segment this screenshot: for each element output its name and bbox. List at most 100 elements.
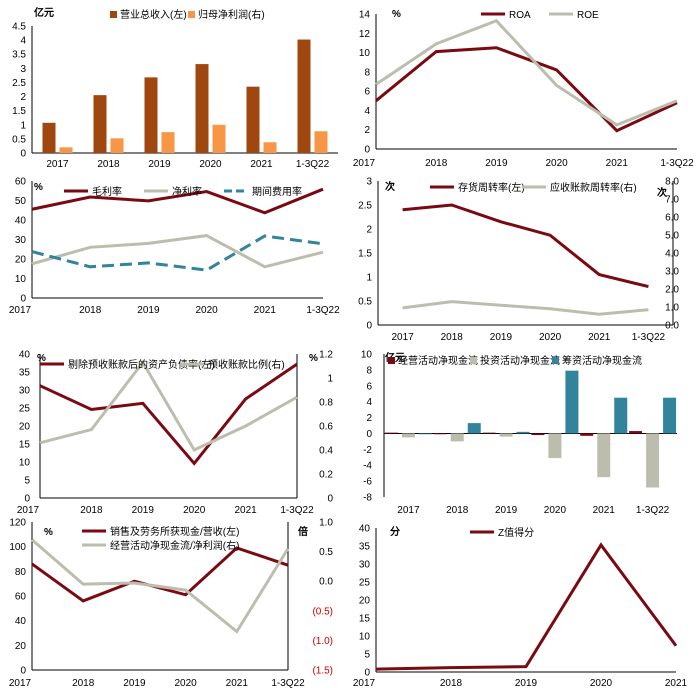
y-tick-label: 0	[20, 666, 26, 677]
y-tick-label: 6	[366, 381, 372, 392]
y-tick-label-right: 1.0	[665, 303, 679, 314]
bar-投资活动净现金流	[646, 433, 660, 488]
y-tick-label-right: 0	[327, 494, 333, 505]
x-tick-label: 2019	[515, 678, 538, 689]
legend-label: 投资活动净现金流	[480, 354, 560, 367]
x-tick-label: 2018	[72, 678, 95, 689]
unit-label-right: 倍	[298, 525, 308, 538]
line-ROA	[375, 46, 678, 133]
line-应收账款周转率(右)	[402, 300, 649, 316]
y-tick-label: 0	[364, 145, 370, 156]
bar-归母净利润(右)	[161, 132, 175, 153]
y-tick-label: 4	[364, 106, 370, 117]
y-tick-label: 0	[366, 321, 372, 332]
chart-revenue_profit: 0 0.5 1 1.5 2 2.5 3 3.5 4 4.5 2017 2018 2019 2020 2021…	[12, 6, 338, 170]
y-tick-label-right: 0.8	[319, 398, 333, 409]
x-tick-label: 1-3Q22	[660, 158, 694, 169]
y-tick-label-right: 0.6	[319, 422, 333, 433]
line-经营活动净现金流/净利润(右)	[31, 538, 290, 634]
x-tick-label: 2018	[440, 678, 463, 689]
unit-label: 亿元	[34, 6, 54, 19]
bar-营业总收入(左)	[42, 122, 56, 153]
x-tick-label: 2020	[183, 505, 206, 516]
y-tick-label: 40	[15, 216, 27, 227]
y-tick-label: -4	[363, 461, 372, 472]
x-tick-label: 2021	[588, 332, 611, 343]
chart-roa_roe: 0 2 4 6 8 10 12 14 2017 2018 2019 2020 2021 1-3Q22% RO…	[353, 9, 694, 169]
line-毛利率	[31, 187, 324, 215]
x-tick-label: 2017	[397, 505, 420, 516]
y-tick-label: 40	[19, 350, 31, 361]
bar-投资活动净现金流	[597, 433, 611, 478]
x-tick-label: 2020	[590, 678, 613, 689]
y-tick-label-right: (1.5)	[312, 666, 333, 677]
x-tick-label: 2019	[132, 505, 155, 516]
x-tick-label: 1-3Q22	[306, 305, 340, 316]
y-tick-label: 2.5	[12, 78, 26, 89]
y-tick-label: 15	[359, 614, 371, 625]
legend-label: Z值得分	[498, 526, 534, 539]
x-tick-label: 2017	[9, 305, 32, 316]
x-tick-label: 2021	[606, 158, 629, 169]
y-tick-label: 40	[359, 524, 371, 535]
y-tick-label: 5	[24, 476, 30, 487]
y-tick-label-right: 4.0	[665, 249, 679, 260]
x-tick-label: 2019	[485, 158, 508, 169]
y-tick-label: 0	[20, 149, 26, 160]
y-tick-label: 30	[359, 560, 371, 571]
x-tick-label: 2020	[539, 332, 562, 343]
x-tick-label: 2021	[234, 505, 257, 516]
bar-投资活动净现金流	[401, 433, 415, 438]
y-tick-label: 12	[359, 29, 371, 40]
legend-label: 销售及劳务所获现金/营收(左)	[110, 525, 239, 538]
y-tick-label: 4	[366, 397, 372, 408]
x-tick-label: 1-3Q22	[271, 678, 305, 689]
legend-label: 经营活动净现金流/净利润(右)	[110, 539, 239, 552]
legend-label: 营业总收入(左)	[120, 8, 187, 21]
legend-label: 期间费用率	[252, 185, 302, 198]
bar-营业总收入(左)	[144, 77, 158, 153]
x-tick-label: 2020	[544, 505, 567, 516]
y-tick-label: 0	[20, 294, 26, 305]
y-tick-label: 10	[19, 458, 31, 469]
legend-label: 净利率	[172, 185, 202, 198]
x-tick-label: 2019	[490, 332, 513, 343]
y-tick-label: 25	[359, 578, 371, 589]
x-tick-label: 2020	[195, 305, 218, 316]
bar-筹资活动净现金流	[663, 397, 677, 434]
y-tick-label: 1.5	[12, 106, 26, 117]
legend-swatch	[552, 357, 559, 364]
y-tick-label: 5	[364, 650, 370, 661]
y-tick-label: 15	[19, 440, 31, 451]
y-tick-label: 3.5	[12, 50, 26, 61]
y-tick-label: 8	[364, 67, 370, 78]
unit-label: %	[34, 182, 43, 193]
legend-label: 筹资活动净现金流	[562, 354, 642, 367]
x-tick-label: 2020	[174, 678, 197, 689]
y-tick-label: 50	[15, 196, 27, 207]
x-tick-label: 2018	[425, 158, 448, 169]
y-tick-label: 10	[359, 48, 371, 59]
y-tick-label-right: 1.0	[319, 518, 333, 529]
chart-margins: 0 10 20 30 40 50 60 2017 2018 2019 2020 2021 1-3Q22%…	[9, 177, 340, 317]
y-tick-label-right: 1	[327, 374, 333, 385]
bar-投资活动净现金流	[499, 433, 513, 437]
bar-经营活动净现金流	[482, 432, 496, 434]
bar-归母净利润(右)	[59, 147, 73, 153]
x-tick-label: 2021	[593, 505, 616, 516]
y-tick-label: 4.5	[12, 22, 26, 33]
y-tick-label-right: 0.2	[319, 470, 333, 481]
legend-label: 预收账款比例(右)	[208, 358, 285, 371]
bar-经营活动净现金流	[384, 432, 398, 434]
y-tick-label: 0	[366, 429, 372, 440]
y-tick-label: 100	[9, 542, 26, 553]
legend-label: 经营活动净现金流	[398, 354, 478, 367]
x-tick-label: 2019	[123, 678, 146, 689]
x-tick-label: 2017	[391, 332, 414, 343]
line-预收账款比例(右)	[39, 359, 298, 452]
bar-归母净利润(右)	[110, 138, 124, 153]
x-tick-label: 2019	[495, 505, 518, 516]
bar-营业总收入(左)	[93, 95, 107, 153]
x-tick-label: 2021	[254, 305, 277, 316]
y-tick-label: 10	[359, 632, 371, 643]
